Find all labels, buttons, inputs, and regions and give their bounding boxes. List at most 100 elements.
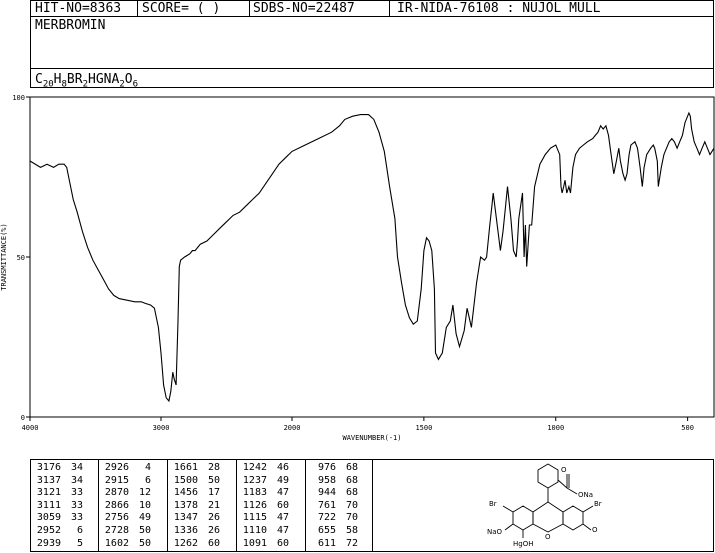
compound-box: MERBROMIN C20H8BR2HGNA2O6 [30,16,714,90]
peak-transmittance: 50 [138,524,151,536]
peak-wavenumber: 1500 [173,474,198,486]
peak-transmittance: 47 [276,524,289,536]
peak-row: 2915 6 [99,475,167,488]
peak-row: 1336 26 [168,525,236,538]
peak-transmittance: 33 [70,487,83,499]
benzene-ring [537,463,559,489]
peak-row: 1661 28 [168,462,236,475]
peak-transmittance: 49 [276,474,289,486]
ring-oxygen-label: O [545,533,551,541]
peak-wavenumber: 958 [317,474,336,486]
peak-row: 1091 60 [237,538,305,551]
peak-wavenumber: 3176 [36,462,61,473]
peak-transmittance: 28 [207,462,220,473]
peak-wavenumber: 1661 [173,462,198,473]
peak-row: 976 68 [306,462,372,475]
peak-wavenumber: 2952 [36,524,61,536]
peak-row: 3059 33 [31,512,98,525]
peak-wavenumber: 3137 [36,474,61,486]
peak-transmittance: 68 [345,474,358,486]
peak-row: 3121 33 [31,487,98,500]
peak-wavenumber: 1242 [242,462,267,473]
peak-wavenumber: 3121 [36,487,61,499]
header-divider [137,1,138,16]
peak-row: 2939 5 [31,538,98,551]
y-axis-label: TRANSMITTANCE(%) [0,223,8,290]
formula-subscript: 2 [82,79,88,90]
nao-label: NaO [487,528,503,536]
peak-transmittance: 34 [70,462,83,473]
peak-wavenumber: 2866 [104,499,129,511]
peak-transmittance: 6 [144,474,151,486]
peak-row: 1602 50 [99,538,167,551]
peak-wavenumber: 722 [317,512,336,524]
ketone-o-label: O [592,526,598,534]
peak-row: 1378 21 [168,500,236,513]
peak-row: 2952 6 [31,525,98,538]
score: SCORE= ( ) [142,1,221,16]
peak-transmittance: 34 [70,474,83,486]
formula-element: O [124,72,133,87]
x-tick-label: 4000 [22,424,39,432]
x-axis-label: WAVENUMBER(-1) [342,434,401,442]
x-tick-label: 2000 [284,424,301,432]
peak-row: 3137 34 [31,475,98,488]
peak-row: 958 68 [306,475,372,488]
peak-row: 1115 47 [237,512,305,525]
peak-wavenumber: 1183 [242,487,267,499]
peak-table-column: 1661 28 1500 50 1456 17 1378 21 1347 26 1336 26 1262… [168,460,237,551]
peak-transmittance: 72 [345,537,358,549]
br-left-label: Br [489,500,497,508]
peak-wavenumber: 3059 [36,512,61,524]
formula-element: BR [66,72,83,87]
peak-table: 3176 34 3137 34 3121 33 3111 33 3059 33 2952 6 2939 5… [30,459,373,552]
hit-number: HIT-NO=8363 [35,1,122,16]
peak-transmittance: 47 [276,512,289,524]
formula-subscript: 6 [132,79,138,90]
peak-transmittance: 70 [345,512,358,524]
header: HIT-NO=8363 SCORE= ( ) SDBS-NO=22487 IR-… [30,0,714,90]
peak-transmittance: 46 [276,462,289,473]
formula-element: H [53,72,62,87]
ona-label: ONa [578,491,593,499]
peak-row: 944 68 [306,487,372,500]
carbonyl-o-label: O [561,466,567,474]
peak-row: 2926 4 [99,462,167,475]
header-divider [249,1,250,16]
y-tick-label: 50 [17,254,25,262]
peak-row: 1110 47 [237,525,305,538]
peak-row: 1347 26 [168,512,236,525]
peak-row: 1126 60 [237,500,305,513]
y-tick-label: 100 [12,94,25,102]
compound-name: MERBROMIN [35,18,106,33]
structure-box: O ONa Br Br NaO O O HgOH [372,459,714,552]
peak-wavenumber: 655 [317,524,336,536]
x-axis: 4000 3000 2000 1500 1000 500 [22,417,694,432]
ir-nida-method: IR-NIDA-76108 : NUJOL MULL [397,1,601,16]
peak-row: 1262 60 [168,538,236,551]
peak-wavenumber: 1262 [173,537,198,549]
peak-wavenumber: 761 [317,499,336,511]
peak-transmittance: 33 [70,512,83,524]
peak-transmittance: 50 [207,474,220,486]
peak-table-column: 1242 46 1237 49 1183 47 1126 60 1115 47 1110 47 1091… [237,460,306,551]
peak-wavenumber: 2870 [104,487,129,499]
peak-transmittance: 60 [207,537,220,549]
peak-wavenumber: 2756 [104,512,129,524]
peak-transmittance: 26 [207,524,220,536]
peak-row: 655 58 [306,525,372,538]
peak-row: 761 70 [306,500,372,513]
peak-wavenumber: 976 [317,462,336,473]
br-right-label: Br [594,500,602,508]
peak-transmittance: 5 [76,537,83,549]
merbromin-structure: O ONa Br Br NaO O O HgOH [487,463,602,548]
peak-row: 722 70 [306,512,372,525]
header-info-row: HIT-NO=8363 SCORE= ( ) SDBS-NO=22487 IR-… [30,0,714,17]
peak-wavenumber: 1237 [242,474,267,486]
peak-transmittance: 68 [345,462,358,473]
peak-row: 1500 50 [168,475,236,488]
peak-transmittance: 10 [138,499,151,511]
peak-row: 611 72 [306,538,372,551]
peak-row: 3176 34 [31,462,98,475]
peak-row: 2866 10 [99,500,167,513]
